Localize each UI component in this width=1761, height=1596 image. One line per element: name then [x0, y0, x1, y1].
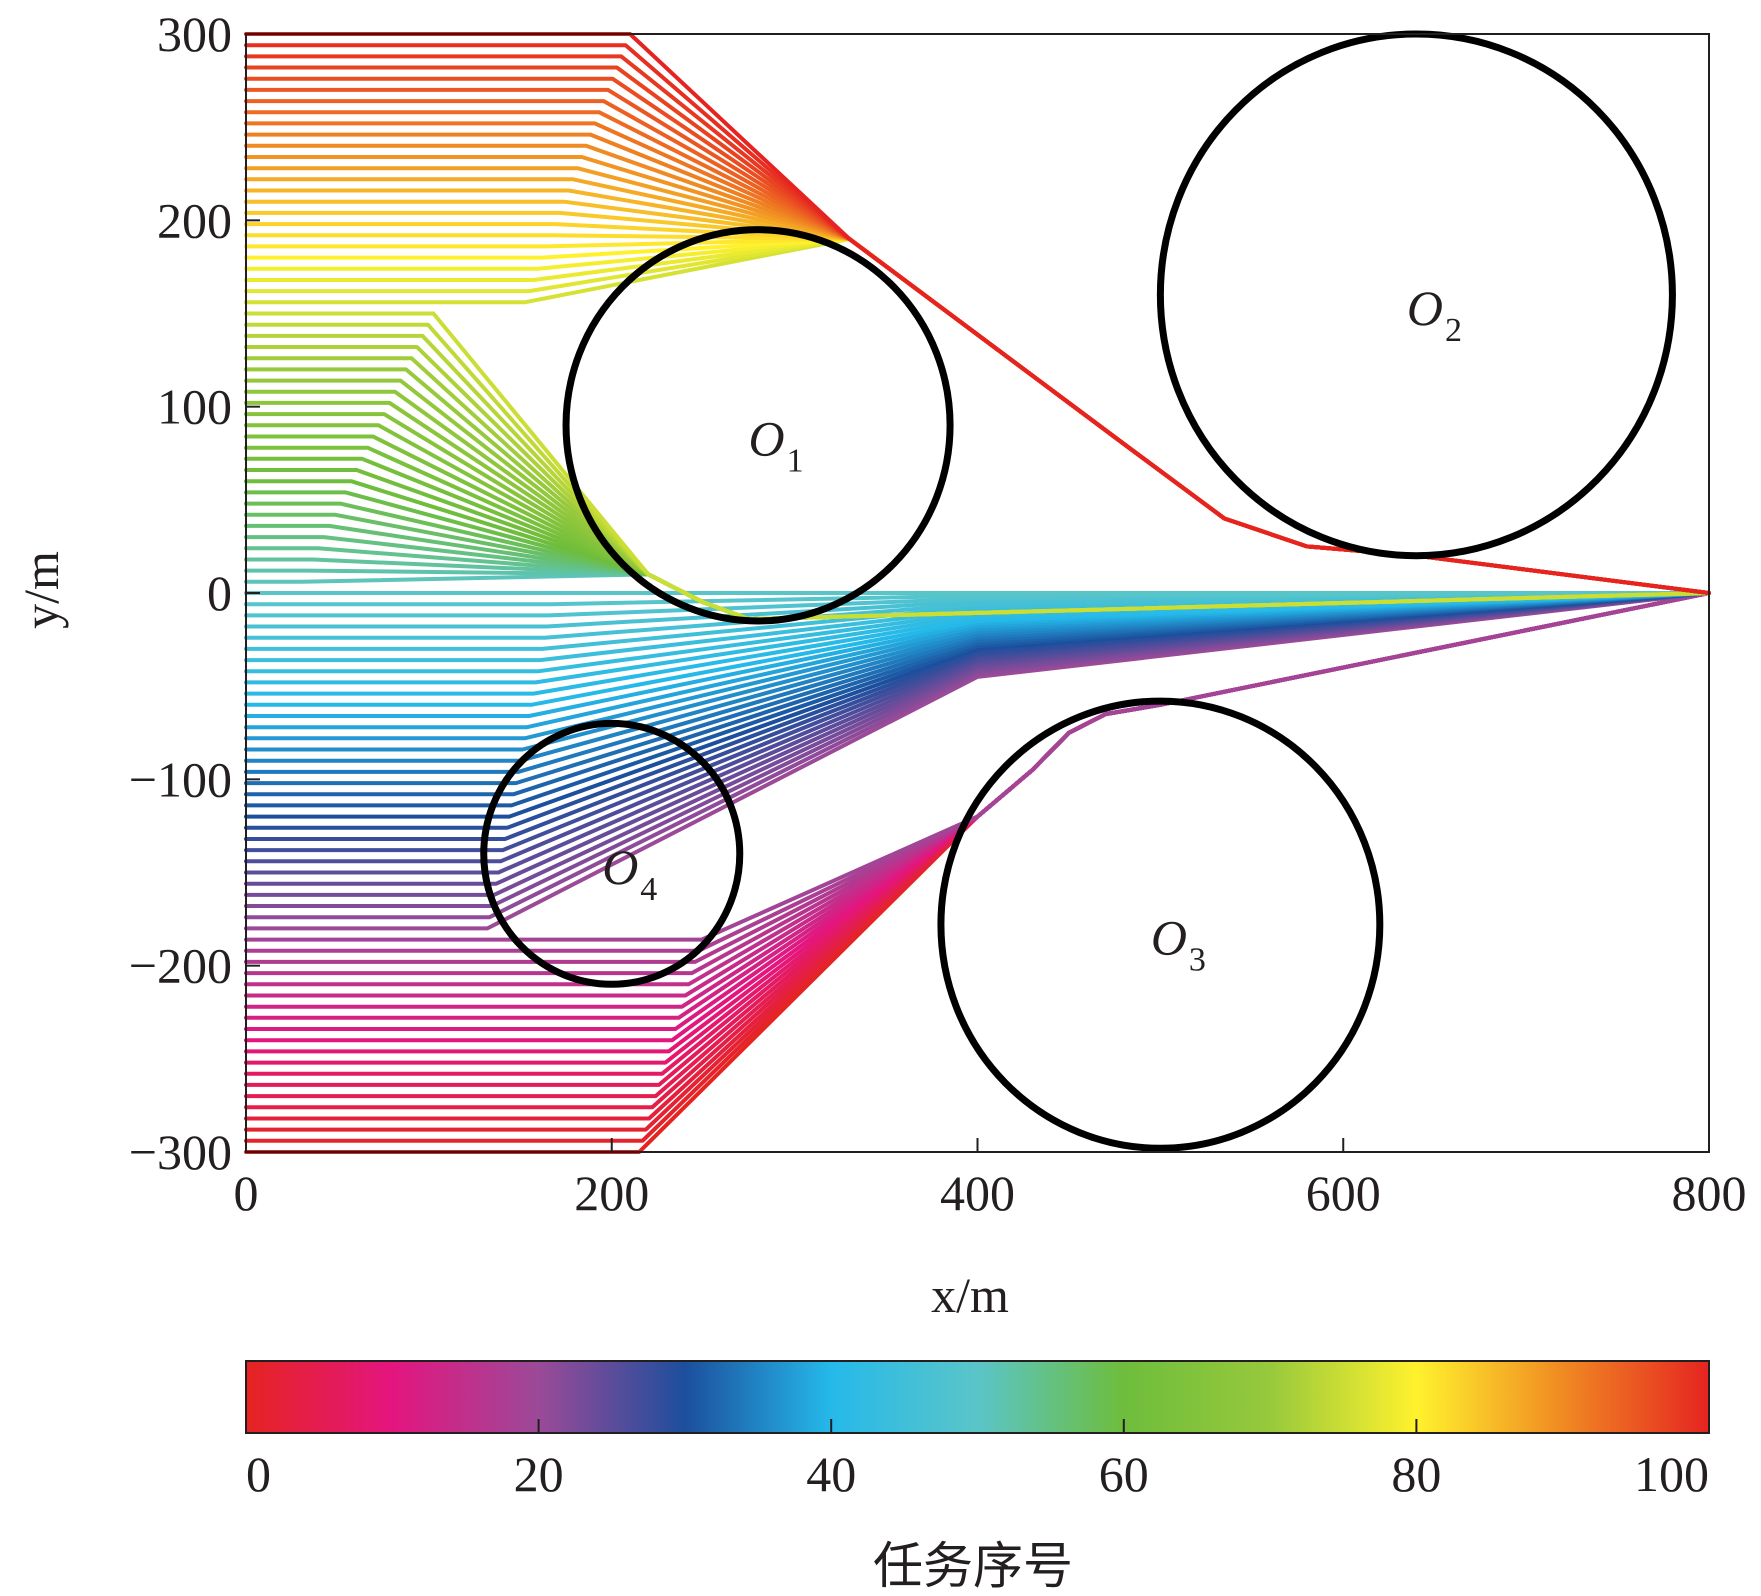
y-axis-label: y/m	[13, 551, 69, 629]
x-tick-label: 200	[574, 1165, 649, 1221]
trajectory-line	[244, 311, 1711, 622]
trajectory-line	[244, 54, 1711, 595]
obstacle-label-2: O2	[1407, 280, 1462, 349]
obstacle-circle-3	[937, 697, 1384, 1152]
x-tick-label: 800	[1672, 1165, 1747, 1221]
x-tick-label: 600	[1306, 1165, 1381, 1221]
obstacle-label-subscript: 4	[640, 871, 657, 908]
obstacle-circle-4	[480, 719, 744, 988]
obstacle-label-subscript: 2	[1445, 312, 1462, 349]
trajectory-line	[244, 591, 1711, 942]
y-tick-label: −200	[129, 938, 232, 994]
x-axis-ticks: 0 200 400 600 800	[234, 1138, 1747, 1221]
trajectory-line	[244, 99, 1711, 595]
obstacle-label-1: O1	[748, 410, 803, 479]
x-tick-label: 400	[940, 1165, 1015, 1221]
colorbar-label: 任务序号	[873, 1538, 1073, 1594]
trajectory-line	[244, 121, 1711, 595]
obstacle-group: O1 O2 O3 O4	[480, 30, 1676, 1152]
y-tick-label: 0	[207, 565, 232, 621]
colorbar-tick-label: 80	[1391, 1446, 1441, 1502]
y-tick-label: 200	[157, 192, 232, 248]
trajectory-group	[244, 32, 1711, 1154]
x-axis-label: x/m	[931, 1267, 1009, 1323]
y-tick-label: −100	[129, 751, 232, 807]
y-axis-ticks: −300 −200 −100 0 100 200 300	[129, 6, 260, 1180]
obstacle-label-4: O4	[602, 839, 657, 908]
y-tick-label: 300	[157, 6, 232, 62]
colorbar-tick-label: 40	[806, 1446, 856, 1502]
colorbar-tick-label: 100	[1634, 1446, 1709, 1502]
colorbar-ticks: 0 20 40 60 80 100	[246, 1419, 1709, 1502]
obstacle-label-subscript: 1	[787, 442, 804, 479]
colorbar-tick-label: 0	[246, 1446, 271, 1502]
colorbar-tick-label: 20	[514, 1446, 564, 1502]
colorbar-tick-label: 60	[1099, 1446, 1149, 1502]
obstacle-label-3: O3	[1151, 910, 1206, 979]
trajectory-line	[244, 389, 1711, 622]
colorbar	[245, 1360, 1710, 1434]
obstacle-label-subscript: 3	[1189, 942, 1206, 979]
y-tick-label: 100	[157, 379, 232, 435]
obstacle-circle-1	[562, 226, 954, 625]
x-tick-label: 0	[234, 1165, 259, 1221]
y-tick-label: −300	[129, 1124, 232, 1180]
